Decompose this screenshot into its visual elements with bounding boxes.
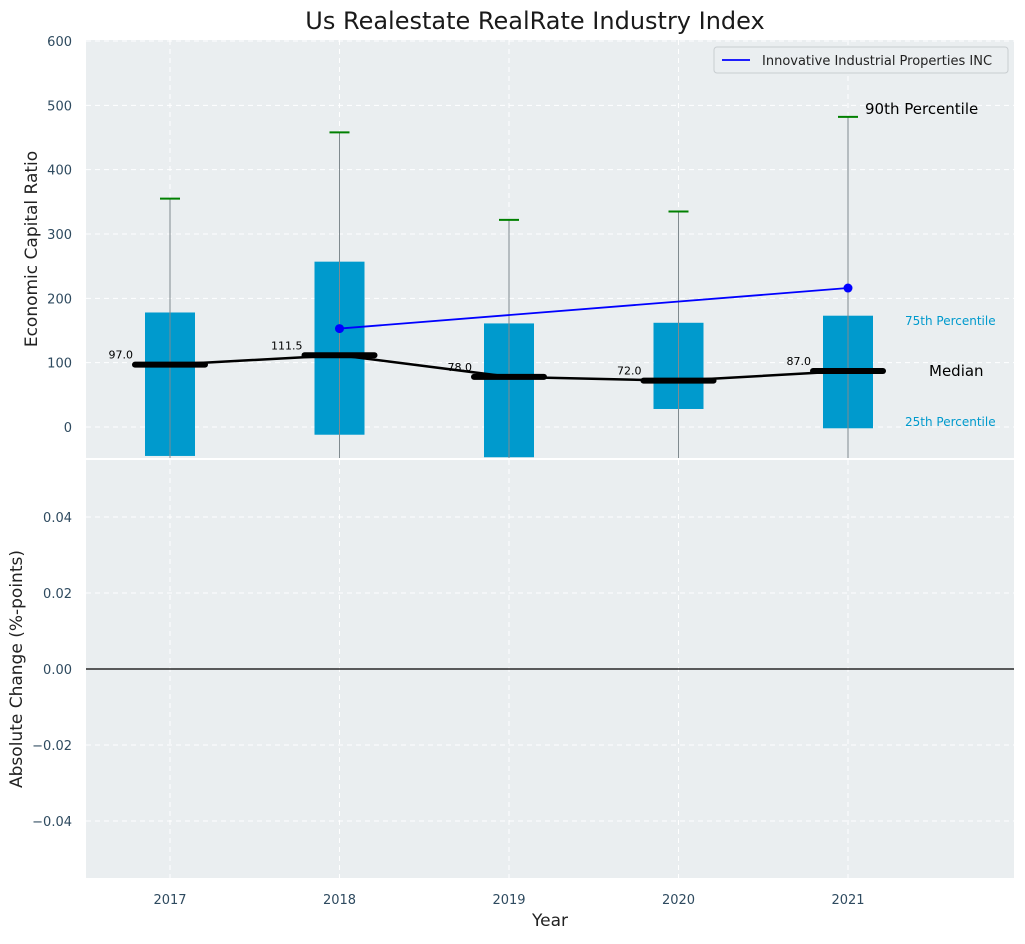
top-y-tick-label: 200 — [47, 292, 72, 307]
x-tick-label: 2021 — [831, 893, 864, 908]
legend: Innovative Industrial Properties INC — [713, 46, 1009, 74]
x-tick-label: 2020 — [662, 893, 695, 908]
top-panel: 0 100 200 300 400 500 600 97.0 111.5 78.0 72.0 87.… — [22, 35, 1014, 458]
bottom-y-axis-label: Absolute Change (%-points) — [7, 550, 27, 788]
bottom-y-tick-label: −0.04 — [32, 815, 72, 830]
top-y-ticks: 0 100 200 300 400 500 600 — [47, 35, 72, 436]
company-line — [339, 287, 849, 330]
bottom-y-tick-label: 0.00 — [43, 663, 72, 678]
bottom-y-tick-label: 0.04 — [43, 511, 72, 526]
bottom-y-tick-label: 0.02 — [43, 587, 72, 602]
p75-annotation: 75th Percentile — [905, 314, 996, 328]
legend-box — [713, 46, 1009, 74]
p90-annotation: 90th Percentile — [865, 100, 978, 118]
x-tick-label: 2017 — [153, 893, 186, 908]
median-value-label: 78.0 — [448, 361, 473, 374]
top-y-tick-label: 600 — [47, 35, 72, 50]
median-annotation: Median — [929, 362, 984, 380]
median-value-label: 87.0 — [787, 355, 812, 368]
top-y-tick-label: 500 — [47, 99, 72, 114]
box-series — [145, 115, 873, 458]
x-tick-label: 2019 — [492, 893, 525, 908]
bottom-panel: −0.04−0.020.000.020.04 2017 2018 2019 2020 2… — [7, 460, 1014, 931]
company-point — [843, 283, 853, 293]
median-value-label: 111.5 — [271, 339, 303, 352]
company-series — [335, 283, 853, 334]
x-tick-label: 2018 — [323, 893, 356, 908]
top-y-axis-label: Economic Capital Ratio — [22, 151, 42, 347]
legend-label: Innovative Industrial Properties INC — [762, 54, 992, 69]
bottom-y-ticks: −0.04 −0.02 0.00 0.02 0.04 — [32, 511, 72, 830]
chart-title: Us Realestate RealRate Industry Index — [305, 7, 764, 35]
top-y-tick-label: 100 — [47, 357, 72, 372]
x-axis-label: Year — [531, 911, 568, 931]
percentile-annotations: 90th Percentile 75th Percentile Median 2… — [865, 100, 996, 429]
top-y-tick-label: 0 — [64, 421, 72, 436]
x-ticks: 2017 2018 2019 2020 2021 — [153, 893, 864, 908]
company-point — [335, 324, 344, 334]
p25-annotation: 25th Percentile — [905, 415, 996, 429]
median-series: 97.0 111.5 78.0 72.0 87.0 — [109, 339, 886, 384]
top-y-tick-label: 400 — [47, 164, 72, 179]
median-value-label: 72.0 — [617, 365, 642, 378]
top-y-tick-label: 300 — [47, 228, 72, 243]
median-value-label: 97.0 — [109, 349, 134, 362]
bottom-y-tick-label: −0.02 — [32, 739, 72, 754]
